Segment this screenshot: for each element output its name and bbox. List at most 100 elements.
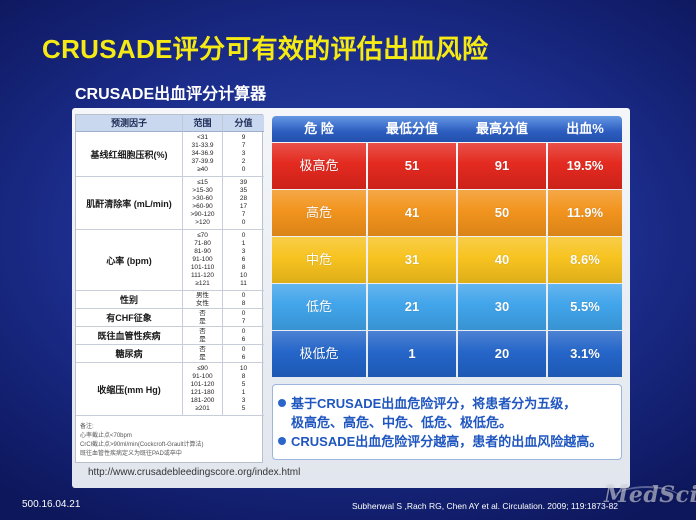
score-value: 1 [241,389,246,396]
summary-box: 基于CRUSADE出血危险评分，将患者分为五级， 极高危、高危、中危、低危、极低… [272,384,622,460]
watermark-swoosh-icon [612,486,682,514]
range-value: ≤70 [197,232,208,239]
score-value: 7 [241,211,246,218]
range-value: >15-30 [192,187,213,194]
range-value: >120 [195,219,210,226]
bullet-item: CRUSADE出血危险评分越高，患者的出血风险越高。 [278,432,615,451]
score-value: 8 [241,299,246,307]
range-cell: ≤90 91-100 101-120 121-180 181-200 ≥201 [183,363,223,416]
factor-label: 心率 (bpm) [76,230,183,291]
score-value: 5 [241,381,246,388]
bleeding-rate: 5.5% [548,284,622,330]
factor-label: 肌酐清除率 (mL/min) [76,177,183,230]
risk-level-label: 中危 [272,237,366,283]
risk-row: 低危 21 30 5.5% [272,284,622,330]
header-score: 分值 [223,115,264,132]
range-cell: 否是 [183,327,223,345]
range-cell: ≤15 >15-30 >30-60 >60-90 >90-120 >120 [183,177,223,230]
range-value: ≥201 [195,405,210,412]
score-value: 6 [241,335,246,343]
medsci-watermark: MedSci [604,482,696,508]
score-value: 3 [241,248,246,255]
range-value: 男性 [196,291,209,299]
note-line: CrCl截止点>90ml/min(Cockcroft-Grault计算法) [80,442,204,448]
factor-label: 性别 [76,291,183,309]
score-value: 7 [241,142,246,149]
risk-level-label: 极高危 [272,143,366,189]
header-factor: 预测因子 [76,115,183,132]
score-value: 11 [240,280,247,287]
range-value: >60-90 [192,203,213,210]
range-cell: 否是 [183,309,223,327]
risk-level-label: 极低危 [272,331,366,377]
range-value: ≤15 [197,179,208,186]
max-score: 20 [458,331,546,377]
score-value: 5 [241,405,246,412]
range-cell: <31 31-33.9 34-36.9 37-39.9 ≥40 [183,132,223,177]
max-score: 40 [458,237,546,283]
min-score: 31 [368,237,456,283]
risk-row: 极低危 1 20 3.1% [272,331,622,377]
risk-row: 中危 31 40 8.6% [272,237,622,283]
bullet-text: 基于CRUSADE出血危险评分，将患者分为五级， 极高危、高危、中危、低危、极低… [291,394,576,432]
range-value: 否 [199,309,206,317]
slide-title: CRUSADE评分可有效的评估出血风险 [42,34,489,64]
score-value: 28 [239,195,248,202]
range-value: ≥40 [197,166,208,173]
source-url: http://www.crusadebleedingscore.org/inde… [88,467,301,478]
score-cell: 39 35 28 17 7 0 [223,177,264,230]
header-max-score: 最高分值 [475,121,528,136]
range-value: 121-180 [190,389,215,396]
range-value: 否 [199,345,206,353]
score-value: 0 [241,291,246,299]
bullet-line: 极高危、高危、中危、低危、极低危。 [291,415,513,430]
risk-row: 极高危 51 91 19.5% [272,143,622,189]
score-value: 0 [241,327,246,335]
score-value: 3 [241,397,246,404]
score-cell: 10 8 5 1 3 5 [223,363,264,416]
range-value: 91-100 [192,256,213,263]
notes-cell: 备注: 心率截止点<70bpm CrCl截止点>90ml/min(Cockcroft… [76,416,264,462]
score-value: 17 [239,203,248,210]
note-line: 心率截止点<70bpm [80,433,132,439]
range-value: >90-120 [190,211,215,218]
factor-label: 基线红细胞压积(%) [76,132,183,177]
bullet-line: 基于CRUSADE出血危险评分，将患者分为五级， [291,396,577,411]
predictor-score-table: 预测因子 范围 分值 基线红细胞压积(%) <31 31-33.9 34-36.9 37… [75,114,264,463]
bleeding-rate: 11.9% [548,190,622,236]
slide-subtitle: CRUSADE出血评分计算器 [75,86,267,103]
factor-label: 糖尿病 [76,345,183,363]
score-cell: 0 1 3 6 8 10 11 [223,230,264,291]
range-value: 是 [199,317,206,325]
risk-table-body: 极高危 51 91 19.5% 高危 41 50 11.9% 中危 31 40 8.6% 低危 21 30 5… [272,143,622,377]
score-value: 6 [241,353,246,361]
range-value: 34-36.9 [191,150,214,157]
bullet-dot-icon [278,399,286,407]
range-value: ≤90 [197,365,208,372]
risk-table-header: 危 险 最低分值 最高分值 出血% [272,116,622,142]
header-min-score: 最低分值 [385,121,438,136]
factor-label: 既往血管性疾病 [76,327,183,345]
header-bleeding-rate: 出血% [566,121,604,136]
citation-reference: Subhenwal S ,Rach RG, Chen AY et al. Cir… [352,501,619,511]
score-value: 0 [241,219,246,226]
min-score: 21 [368,284,456,330]
range-cell: 男性 女性 [183,291,223,309]
bullet-dot-icon [278,437,286,445]
range-value: 37-39.9 [191,158,214,165]
slide-id: 500.16.04.21 [22,499,81,510]
bleeding-rate: 3.1% [548,331,622,377]
range-value: 111-120 [191,272,214,279]
score-value: 8 [241,373,246,380]
bullet-line: CRUSADE出血危险评分越高，患者的出血风险越高。 [291,434,603,449]
min-score: 51 [368,143,456,189]
range-value: 31-33.9 [191,142,214,149]
score-value: 10 [239,365,248,372]
range-value: 女性 [196,299,209,307]
